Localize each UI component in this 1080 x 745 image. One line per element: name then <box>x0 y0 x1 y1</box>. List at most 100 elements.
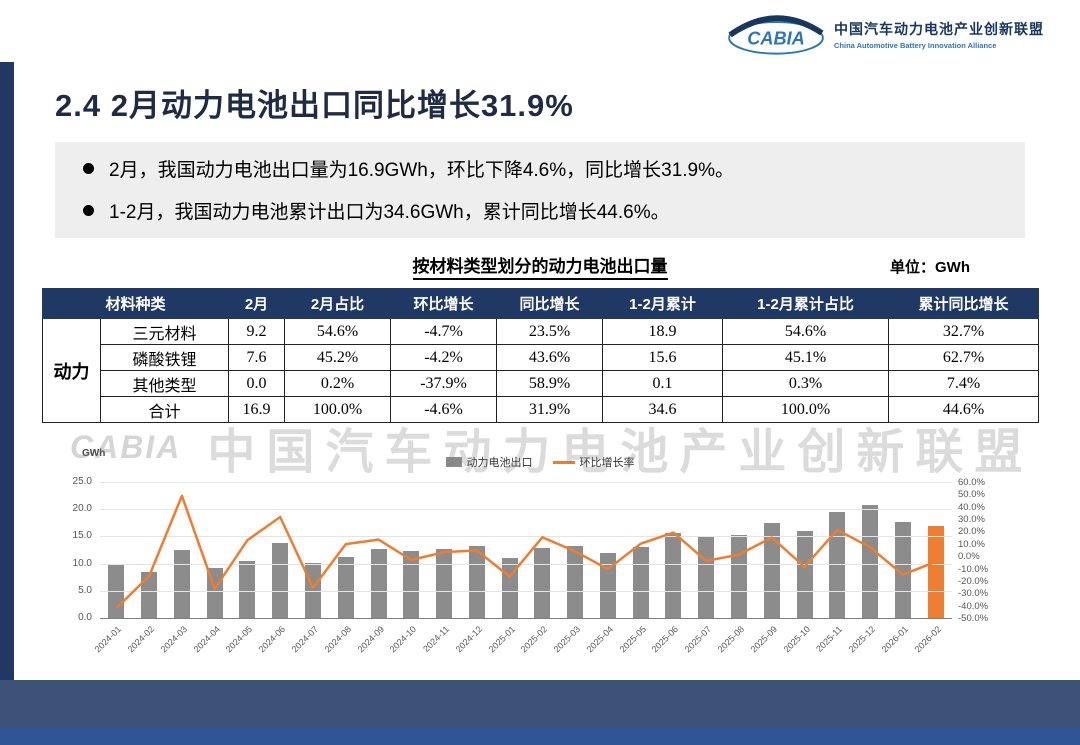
bullet-icon <box>83 205 94 216</box>
export-bar <box>141 572 158 618</box>
group-label-cell: 动力 <box>42 318 101 423</box>
table-cell: 7.6 <box>228 344 286 371</box>
column-header: 2月 <box>228 288 286 319</box>
column-header: 2月占比 <box>284 288 392 319</box>
left-axis-tick: 10.0 <box>72 557 92 569</box>
table-cell: 34.6 <box>602 396 724 423</box>
bullet-icon <box>83 163 94 174</box>
table-cell: 44.6% <box>888 396 1040 423</box>
table-cell: 54.6% <box>722 318 890 345</box>
table-cell: 9.2 <box>228 318 286 345</box>
right-axis-tick: 60.0% <box>958 477 985 488</box>
chart-legend: 动力电池出口 环比增长率 <box>42 454 1038 470</box>
legend-item-line: 环比增长率 <box>552 454 635 470</box>
table-cell: 62.7% <box>888 344 1040 371</box>
export-bar <box>337 557 354 618</box>
legend-bar-label: 动力电池出口 <box>466 457 533 469</box>
logo-swoosh-icon <box>728 15 824 38</box>
right-axis-tick: -50.0% <box>958 613 989 624</box>
table-cell: 45.2% <box>284 344 392 371</box>
table-cell: 15.6 <box>602 344 724 371</box>
left-axis-tick: 0.0 <box>78 612 92 623</box>
legend-line-label: 环比增长率 <box>579 457 635 469</box>
left-axis-tick: 20.0 <box>72 503 92 515</box>
gridline <box>100 563 952 565</box>
export-bar <box>436 548 453 618</box>
left-axis-tick: 5.0 <box>78 584 92 596</box>
table-cell: 0.1 <box>602 370 724 397</box>
footer-strip <box>0 728 1080 745</box>
table-row: 其他类型 0.0 0.2% -37.9% 58.9% 0.1 0.3% 7.4% <box>43 370 1040 397</box>
export-bar <box>239 561 256 618</box>
export-bar <box>206 567 223 618</box>
table-cell: 43.6% <box>496 344 604 371</box>
gridline <box>100 536 952 538</box>
table-cell: 0.3% <box>722 370 890 397</box>
table-cell: 32.7% <box>888 318 1040 345</box>
right-axis-tick: 20.0% <box>958 526 985 538</box>
table-cell: 其他类型 <box>99 370 230 397</box>
right-axis-tick: -40.0% <box>958 600 989 612</box>
table-row: 动力 三元材料 9.2 54.6% -4.7% 23.5% 18.9 54.6%… <box>42 318 1040 423</box>
export-by-material-table: 材料种类 2月 2月占比 环比增长 同比增长 1-2月累计 1-2月累计占比 累… <box>41 288 1040 423</box>
table-cell: 三元材料 <box>99 318 230 345</box>
column-header: 环比增长 <box>390 288 498 319</box>
left-accent-strip <box>0 62 14 680</box>
export-bar <box>665 533 682 618</box>
table-cell: 100.0% <box>722 396 890 423</box>
column-header: 累计同比增长 <box>888 288 1040 319</box>
table-cell: 7.4% <box>888 370 1040 397</box>
org-name-english: China Automotive Battery Innovation Alli… <box>834 40 997 50</box>
export-bar <box>403 551 420 618</box>
logo-text: CABIA <box>747 29 805 49</box>
column-header: 1-2月累计 <box>602 288 724 319</box>
right-axis-tick: 50.0% <box>958 489 985 501</box>
table-cell: 0.2% <box>284 370 392 397</box>
column-header: 材料种类 <box>41 288 230 319</box>
gridline <box>100 618 952 619</box>
chart-plot-area <box>100 482 952 618</box>
table-cell: 54.6% <box>284 318 392 345</box>
export-bar <box>370 548 387 618</box>
table-cell: -4.2% <box>390 344 498 371</box>
column-header: 1-2月累计占比 <box>722 288 890 319</box>
header: CABIA 中国汽车动力电池产业创新联盟 China Automotive Ba… <box>726 12 1044 56</box>
table-cell: 58.9% <box>496 370 604 397</box>
legend-item-bars: 动力电池出口 <box>445 454 533 470</box>
bullet-text: 1-2月，我国动力电池累计出口为34.6GWh，累计同比增长44.6%。 <box>109 202 670 223</box>
page-title: 2.4 2月动力电池出口同比增长31.9% <box>55 88 574 123</box>
right-axis-tick: -20.0% <box>958 575 989 587</box>
right-axis-tick: -10.0% <box>958 563 989 575</box>
cabia-logo: CABIA <box>728 15 824 55</box>
bullet-text: 2月，我国动力电池出口量为16.9GWh，环比下降4.6%，同比增长31.9%。 <box>109 160 735 181</box>
gridline <box>100 482 952 483</box>
footer-band <box>0 680 1080 728</box>
export-bar <box>501 557 518 618</box>
table-cell: 0.0 <box>228 370 286 397</box>
table-cell: 磷酸铁锂 <box>99 344 230 371</box>
left-axis-tick: 25.0 <box>72 476 92 487</box>
column-header: 同比增长 <box>496 288 604 319</box>
table-cell: 合计 <box>99 396 230 423</box>
gridline <box>100 590 952 592</box>
table-cell: -4.7% <box>390 318 498 345</box>
legend-line-swatch <box>552 460 575 464</box>
right-axis-tick: -30.0% <box>958 588 989 600</box>
table-header-row: 材料种类 2月 2月占比 环比增长 同比增长 1-2月累计 1-2月累计占比 累… <box>41 288 1040 319</box>
table-cell: 100.0% <box>284 396 392 423</box>
unit-label: 单位：GWh <box>890 259 970 276</box>
right-axis-tick: 10.0% <box>958 538 985 550</box>
table-cell: 18.9 <box>602 318 724 345</box>
table-cell: 45.1% <box>722 344 890 371</box>
right-axis-tick: 0.0% <box>958 551 980 563</box>
export-bar <box>731 535 747 618</box>
summary-bullet-box: 2月，我国动力电池出口量为16.9GWh，环比下降4.6%，同比增长31.9%。… <box>55 142 1025 238</box>
table-cell: -37.9% <box>390 370 498 397</box>
export-bar <box>632 546 649 618</box>
org-name-chinese: 中国汽车动力电池产业创新联盟 <box>834 20 1044 37</box>
export-bar <box>272 543 289 618</box>
table-row-total: 合计 16.9 100.0% -4.6% 31.9% 34.6 100.0% 4… <box>43 396 1040 423</box>
export-bar <box>698 536 715 618</box>
table-row: 磷酸铁锂 7.6 45.2% -4.2% 43.6% 15.6 45.1% 62… <box>43 344 1040 371</box>
